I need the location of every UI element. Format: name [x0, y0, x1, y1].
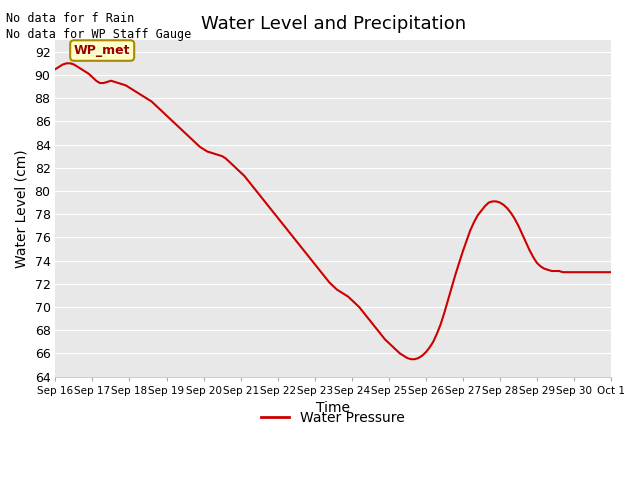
Text: No data for WP Staff Gauge: No data for WP Staff Gauge: [6, 28, 191, 41]
Text: WP_met: WP_met: [74, 44, 131, 57]
X-axis label: Time: Time: [316, 401, 350, 415]
Y-axis label: Water Level (cm): Water Level (cm): [15, 149, 29, 268]
Legend: Water Pressure: Water Pressure: [256, 405, 411, 430]
Title: Water Level and Precipitation: Water Level and Precipitation: [201, 15, 466, 33]
Text: No data for f Rain: No data for f Rain: [6, 12, 134, 24]
